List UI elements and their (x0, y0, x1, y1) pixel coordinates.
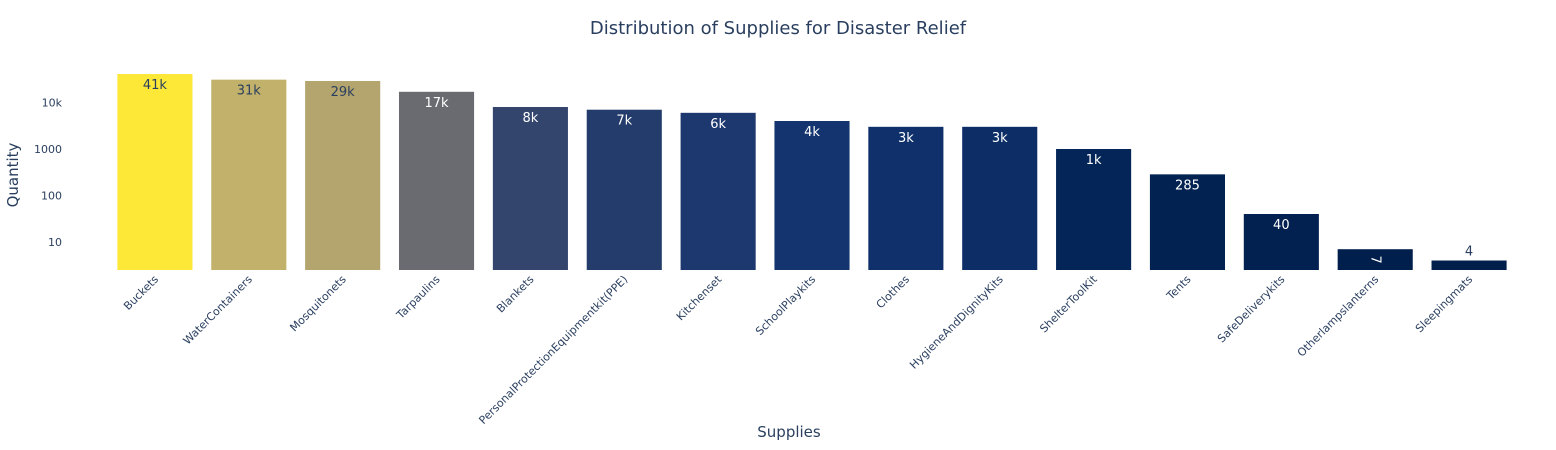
data-label: 285 (1175, 178, 1200, 193)
data-label: 4k (804, 125, 820, 140)
x-tick-label: Kitchenset (674, 272, 725, 323)
data-label: 4 (1465, 245, 1473, 260)
x-tick-label: Blankets (494, 273, 537, 316)
y-axis-ticks: 10 100 1000 10k (34, 97, 63, 250)
x-tick-label: Tents (1163, 273, 1193, 303)
data-label: 40 (1273, 218, 1290, 233)
y-tick-label: 1000 (34, 143, 62, 156)
bar (680, 112, 756, 271)
x-tick-label: Otherlampslanterns (1295, 273, 1382, 360)
data-label: 1k (1086, 153, 1102, 168)
bar (586, 109, 662, 270)
data-label: 3k (898, 131, 914, 146)
x-tick-label: Sleepingmats (1413, 273, 1475, 335)
bar (1243, 214, 1319, 270)
x-axis-ticks: Buckets WaterContainers Mosquitonets Tarpau… (121, 272, 1475, 426)
bar (305, 81, 381, 270)
data-label: 7 (1368, 255, 1383, 263)
bar (962, 126, 1038, 271)
data-label: 41k (143, 78, 168, 93)
bar (774, 121, 850, 270)
data-label: 3k (992, 131, 1008, 146)
bar (1431, 260, 1507, 270)
bar (211, 79, 287, 270)
x-tick-label: Clothes (874, 273, 913, 312)
x-tick-label: Buckets (121, 273, 161, 313)
data-label: 31k (237, 84, 262, 99)
bar (1149, 174, 1226, 270)
data-label: 17k (424, 96, 449, 111)
x-tick-label: SafeDeliverykits (1215, 273, 1288, 346)
y-tick-label: 10 (48, 236, 62, 249)
x-tick-label: PersonalProtectionEquipmentkit(PPE) (476, 273, 630, 427)
data-label: 8k (522, 111, 538, 126)
bar (868, 126, 944, 271)
y-tick-label: 100 (41, 190, 62, 203)
data-label: 29k (331, 85, 356, 100)
bar (117, 74, 193, 271)
x-tick-label: Tarpaulins (393, 273, 442, 322)
bar (1337, 249, 1413, 270)
data-label: 7k (616, 114, 632, 129)
x-tick-label: WaterContainers (181, 273, 255, 347)
x-tick-label: ShelterToolKit (1037, 272, 1100, 335)
y-tick-label: 10k (42, 97, 63, 110)
x-tick-label: HygieneAndDignityKits (907, 273, 1006, 372)
x-axis-title: Supplies (757, 423, 821, 441)
chart-title: Distribution of Supplies for Disaster Re… (590, 18, 967, 39)
bar (1056, 149, 1132, 270)
bars (117, 74, 1507, 271)
bar (398, 91, 475, 270)
x-tick-label: Mosquitonets (287, 273, 349, 335)
data-label: 6k (710, 117, 726, 132)
bar (492, 107, 568, 270)
y-axis-title: Quantity (4, 142, 22, 207)
x-tick-label: SchoolPlaykits (753, 273, 818, 338)
bar-labels: 41k 31k 29k 17k 8k 7k 6k 4k 3k 3k 1k 285 40 7 4 (143, 78, 1473, 264)
